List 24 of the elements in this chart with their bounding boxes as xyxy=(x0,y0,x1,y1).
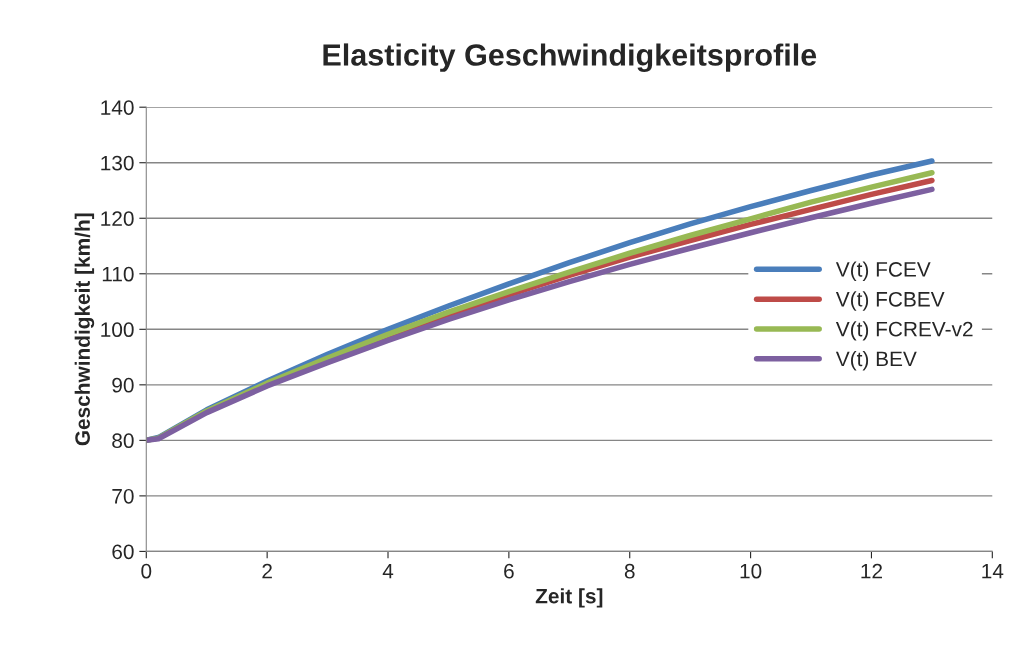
y-tick-label: 120 xyxy=(101,211,134,227)
x-tick-label: 8 xyxy=(624,563,635,579)
legend-label: V(t) BEV xyxy=(835,351,917,371)
y-tick-label: 140 xyxy=(101,100,134,115)
x-tick-label: 12 xyxy=(861,563,882,579)
legend-label: V(t) FCEV xyxy=(835,261,931,281)
legend-label: V(t) FCBEV xyxy=(835,291,945,311)
chart-title: Elasticity Geschwindigkeitsprofile xyxy=(323,43,817,73)
y-tick-label: 100 xyxy=(101,322,134,338)
y-tick-label: 90 xyxy=(112,377,134,393)
y-tick-label: 130 xyxy=(101,155,134,171)
y-tick-label: 110 xyxy=(102,266,134,282)
y-tick-label: 70 xyxy=(112,488,134,504)
legend-label: V(t) FCREV-v2 xyxy=(835,321,973,341)
y-tick-label: 60 xyxy=(112,544,134,560)
x-tick-label: 4 xyxy=(382,563,394,579)
x-tick-label: 2 xyxy=(262,563,272,579)
y-axis-title: Geschwindigkeit [km/h] xyxy=(74,213,95,446)
x-tick-label: 10 xyxy=(740,563,762,579)
x-tick-label: 14 xyxy=(982,563,1004,579)
x-axis-title: Zeit [s] xyxy=(535,588,603,608)
y-tick-label: 80 xyxy=(112,433,134,449)
x-tick-label: 0 xyxy=(141,563,152,579)
x-tick-label: 6 xyxy=(504,563,514,579)
